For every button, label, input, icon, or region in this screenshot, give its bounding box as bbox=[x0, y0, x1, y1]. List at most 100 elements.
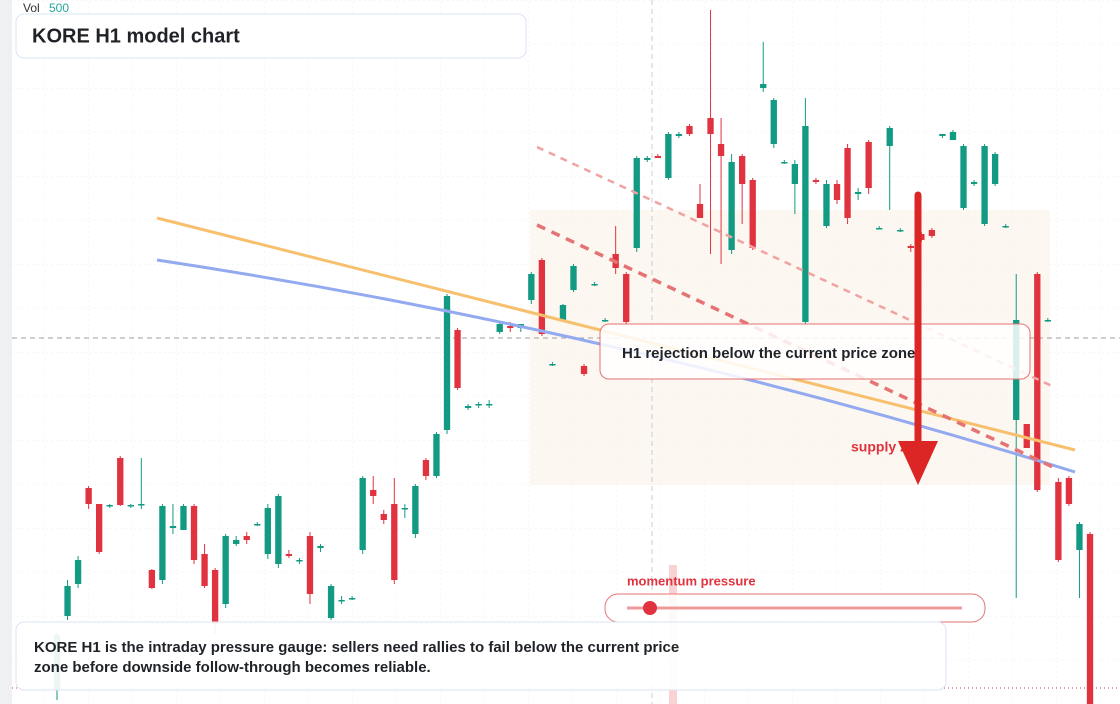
candle-body bbox=[749, 180, 756, 248]
candle-body bbox=[686, 126, 693, 134]
caption-line: zone before downside follow-through beco… bbox=[34, 659, 431, 676]
candle-body bbox=[159, 506, 166, 580]
candle-body bbox=[306, 536, 314, 594]
candle-body bbox=[359, 478, 366, 550]
candle-body bbox=[633, 158, 640, 248]
candle-body bbox=[370, 490, 377, 496]
candle-body bbox=[580, 366, 588, 374]
candle-body bbox=[623, 274, 630, 322]
candle-body bbox=[812, 180, 820, 182]
candle-body bbox=[559, 305, 567, 320]
left-strip bbox=[0, 0, 12, 704]
candle-body bbox=[970, 182, 978, 184]
candle-body bbox=[791, 164, 799, 184]
candle-body bbox=[1002, 226, 1009, 228]
candle-body bbox=[74, 560, 82, 584]
candle-body bbox=[296, 560, 303, 562]
candle-body bbox=[264, 508, 271, 554]
candle-body bbox=[401, 508, 409, 510]
candle-body bbox=[696, 204, 704, 218]
candle-body bbox=[412, 486, 419, 534]
candle-body bbox=[464, 406, 472, 408]
candle-body bbox=[886, 128, 893, 146]
candle-body bbox=[939, 134, 946, 136]
candle-body bbox=[1076, 524, 1083, 550]
candle-body bbox=[738, 156, 746, 184]
candle-body bbox=[85, 488, 92, 504]
candle-body bbox=[507, 326, 514, 328]
candle-body bbox=[897, 230, 904, 232]
caption-line: KORE H1 is the intraday pressure gauge: … bbox=[34, 639, 679, 656]
candle-body bbox=[475, 404, 482, 406]
candle-body bbox=[707, 118, 714, 134]
title-box bbox=[15, 13, 527, 59]
candle-body bbox=[211, 570, 219, 624]
candle-body bbox=[601, 320, 609, 322]
candle-body bbox=[338, 600, 345, 602]
gauge-knob bbox=[643, 601, 657, 615]
candle-body bbox=[486, 404, 493, 406]
candle-body bbox=[1065, 478, 1073, 504]
candle-body bbox=[454, 330, 461, 388]
candle-body bbox=[443, 296, 451, 430]
candle-body bbox=[781, 162, 788, 164]
candle-body bbox=[1086, 534, 1094, 704]
candle-body bbox=[960, 146, 967, 208]
candle-body bbox=[106, 505, 113, 507]
candle-body bbox=[222, 536, 229, 604]
candle-body bbox=[285, 554, 293, 556]
chart-title: KORE H1 model chart bbox=[32, 25, 240, 47]
candle-body bbox=[802, 126, 809, 322]
candle-body bbox=[180, 506, 187, 530]
candle-body bbox=[138, 504, 145, 506]
candle-body bbox=[127, 505, 134, 507]
candle-body bbox=[327, 586, 335, 618]
candle-body bbox=[538, 260, 546, 334]
candle-body bbox=[391, 504, 398, 580]
volume-value: 500 bbox=[49, 1, 69, 15]
candle-body bbox=[190, 506, 198, 560]
annotation-text: H1 rejection below the current price zon… bbox=[622, 345, 915, 362]
candle-body bbox=[243, 536, 250, 540]
candle-body bbox=[1034, 274, 1041, 490]
candle-body bbox=[833, 184, 841, 200]
candle-body bbox=[201, 554, 208, 586]
candle-body bbox=[665, 134, 672, 178]
candle-body bbox=[865, 142, 872, 188]
candle-body bbox=[433, 434, 440, 476]
candle-body bbox=[981, 146, 988, 224]
candle-body bbox=[823, 184, 830, 226]
candle-body bbox=[528, 274, 535, 300]
candle-body bbox=[770, 100, 777, 144]
caption-box bbox=[15, 621, 947, 691]
candle-body bbox=[717, 144, 725, 156]
candle-body bbox=[675, 134, 683, 136]
candle-body bbox=[117, 458, 124, 505]
candle-body bbox=[991, 154, 999, 184]
candle-body bbox=[549, 364, 556, 366]
gauge-label: momentum pressure bbox=[627, 573, 756, 588]
candle-body bbox=[570, 266, 577, 290]
candle-body bbox=[644, 158, 651, 160]
candle-body bbox=[907, 246, 914, 248]
candle-body bbox=[1055, 482, 1062, 560]
candle-body bbox=[928, 230, 936, 236]
candle-body bbox=[422, 460, 430, 476]
candle-body bbox=[949, 132, 957, 140]
candle-body bbox=[760, 84, 767, 88]
candle-body bbox=[844, 148, 851, 218]
candle-body bbox=[348, 598, 356, 600]
candle-body bbox=[317, 546, 324, 548]
candles bbox=[53, 10, 1094, 704]
volume-label: Vol bbox=[23, 1, 40, 15]
candle-body bbox=[254, 524, 261, 526]
candle-body bbox=[496, 324, 503, 332]
candle-body bbox=[728, 162, 735, 250]
candle-body bbox=[1023, 424, 1030, 448]
candle-body bbox=[1044, 320, 1051, 322]
candle-body bbox=[96, 504, 103, 552]
candle-body bbox=[148, 570, 156, 588]
candle-body bbox=[275, 496, 282, 564]
